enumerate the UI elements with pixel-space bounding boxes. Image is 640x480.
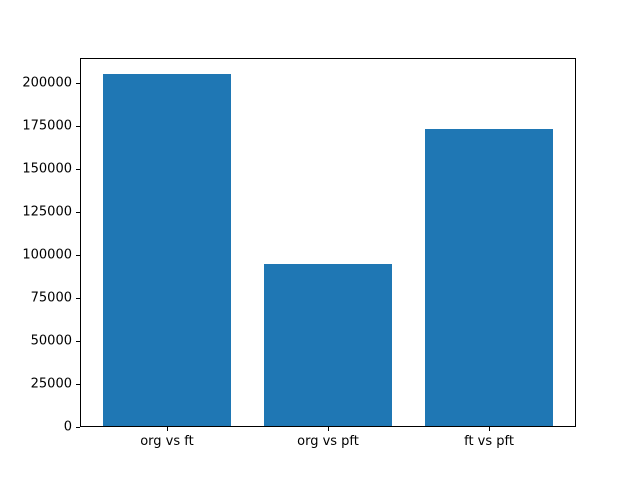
x-tick-mark xyxy=(166,427,168,431)
y-tick-mark xyxy=(76,125,80,127)
x-tick-label: org vs ft xyxy=(140,434,194,449)
bar-ft-vs-pft xyxy=(424,129,554,427)
x-tick-mark xyxy=(328,427,329,431)
bar-org-vs-pft xyxy=(263,263,393,427)
y-tick-label: 25000 xyxy=(30,376,72,392)
y-tick-label: 75000 xyxy=(30,290,72,306)
y-tick-mark xyxy=(76,211,80,213)
y-tick-mark xyxy=(76,383,80,385)
y-tick-label: 175000 xyxy=(22,118,72,134)
y-tick-label: 200000 xyxy=(22,75,72,91)
y-tick-mark xyxy=(76,254,80,256)
y-tick-label: 150000 xyxy=(22,161,72,177)
x-tick-mark xyxy=(489,427,491,431)
y-tick-mark xyxy=(76,427,80,428)
x-tick-label: org vs pft xyxy=(297,434,359,449)
y-tick-mark xyxy=(76,297,80,299)
bar-org-vs-ft xyxy=(102,74,232,427)
y-tick-mark xyxy=(76,340,80,342)
y-tick-label: 125000 xyxy=(22,204,72,220)
plot-area xyxy=(80,58,576,427)
y-tick-mark xyxy=(76,82,80,84)
y-tick-mark xyxy=(76,168,80,170)
y-tick-label: 0 xyxy=(63,419,72,435)
y-tick-label: 100000 xyxy=(22,247,72,263)
x-tick-label: ft vs pft xyxy=(464,434,514,449)
y-tick-label: 50000 xyxy=(30,333,72,349)
